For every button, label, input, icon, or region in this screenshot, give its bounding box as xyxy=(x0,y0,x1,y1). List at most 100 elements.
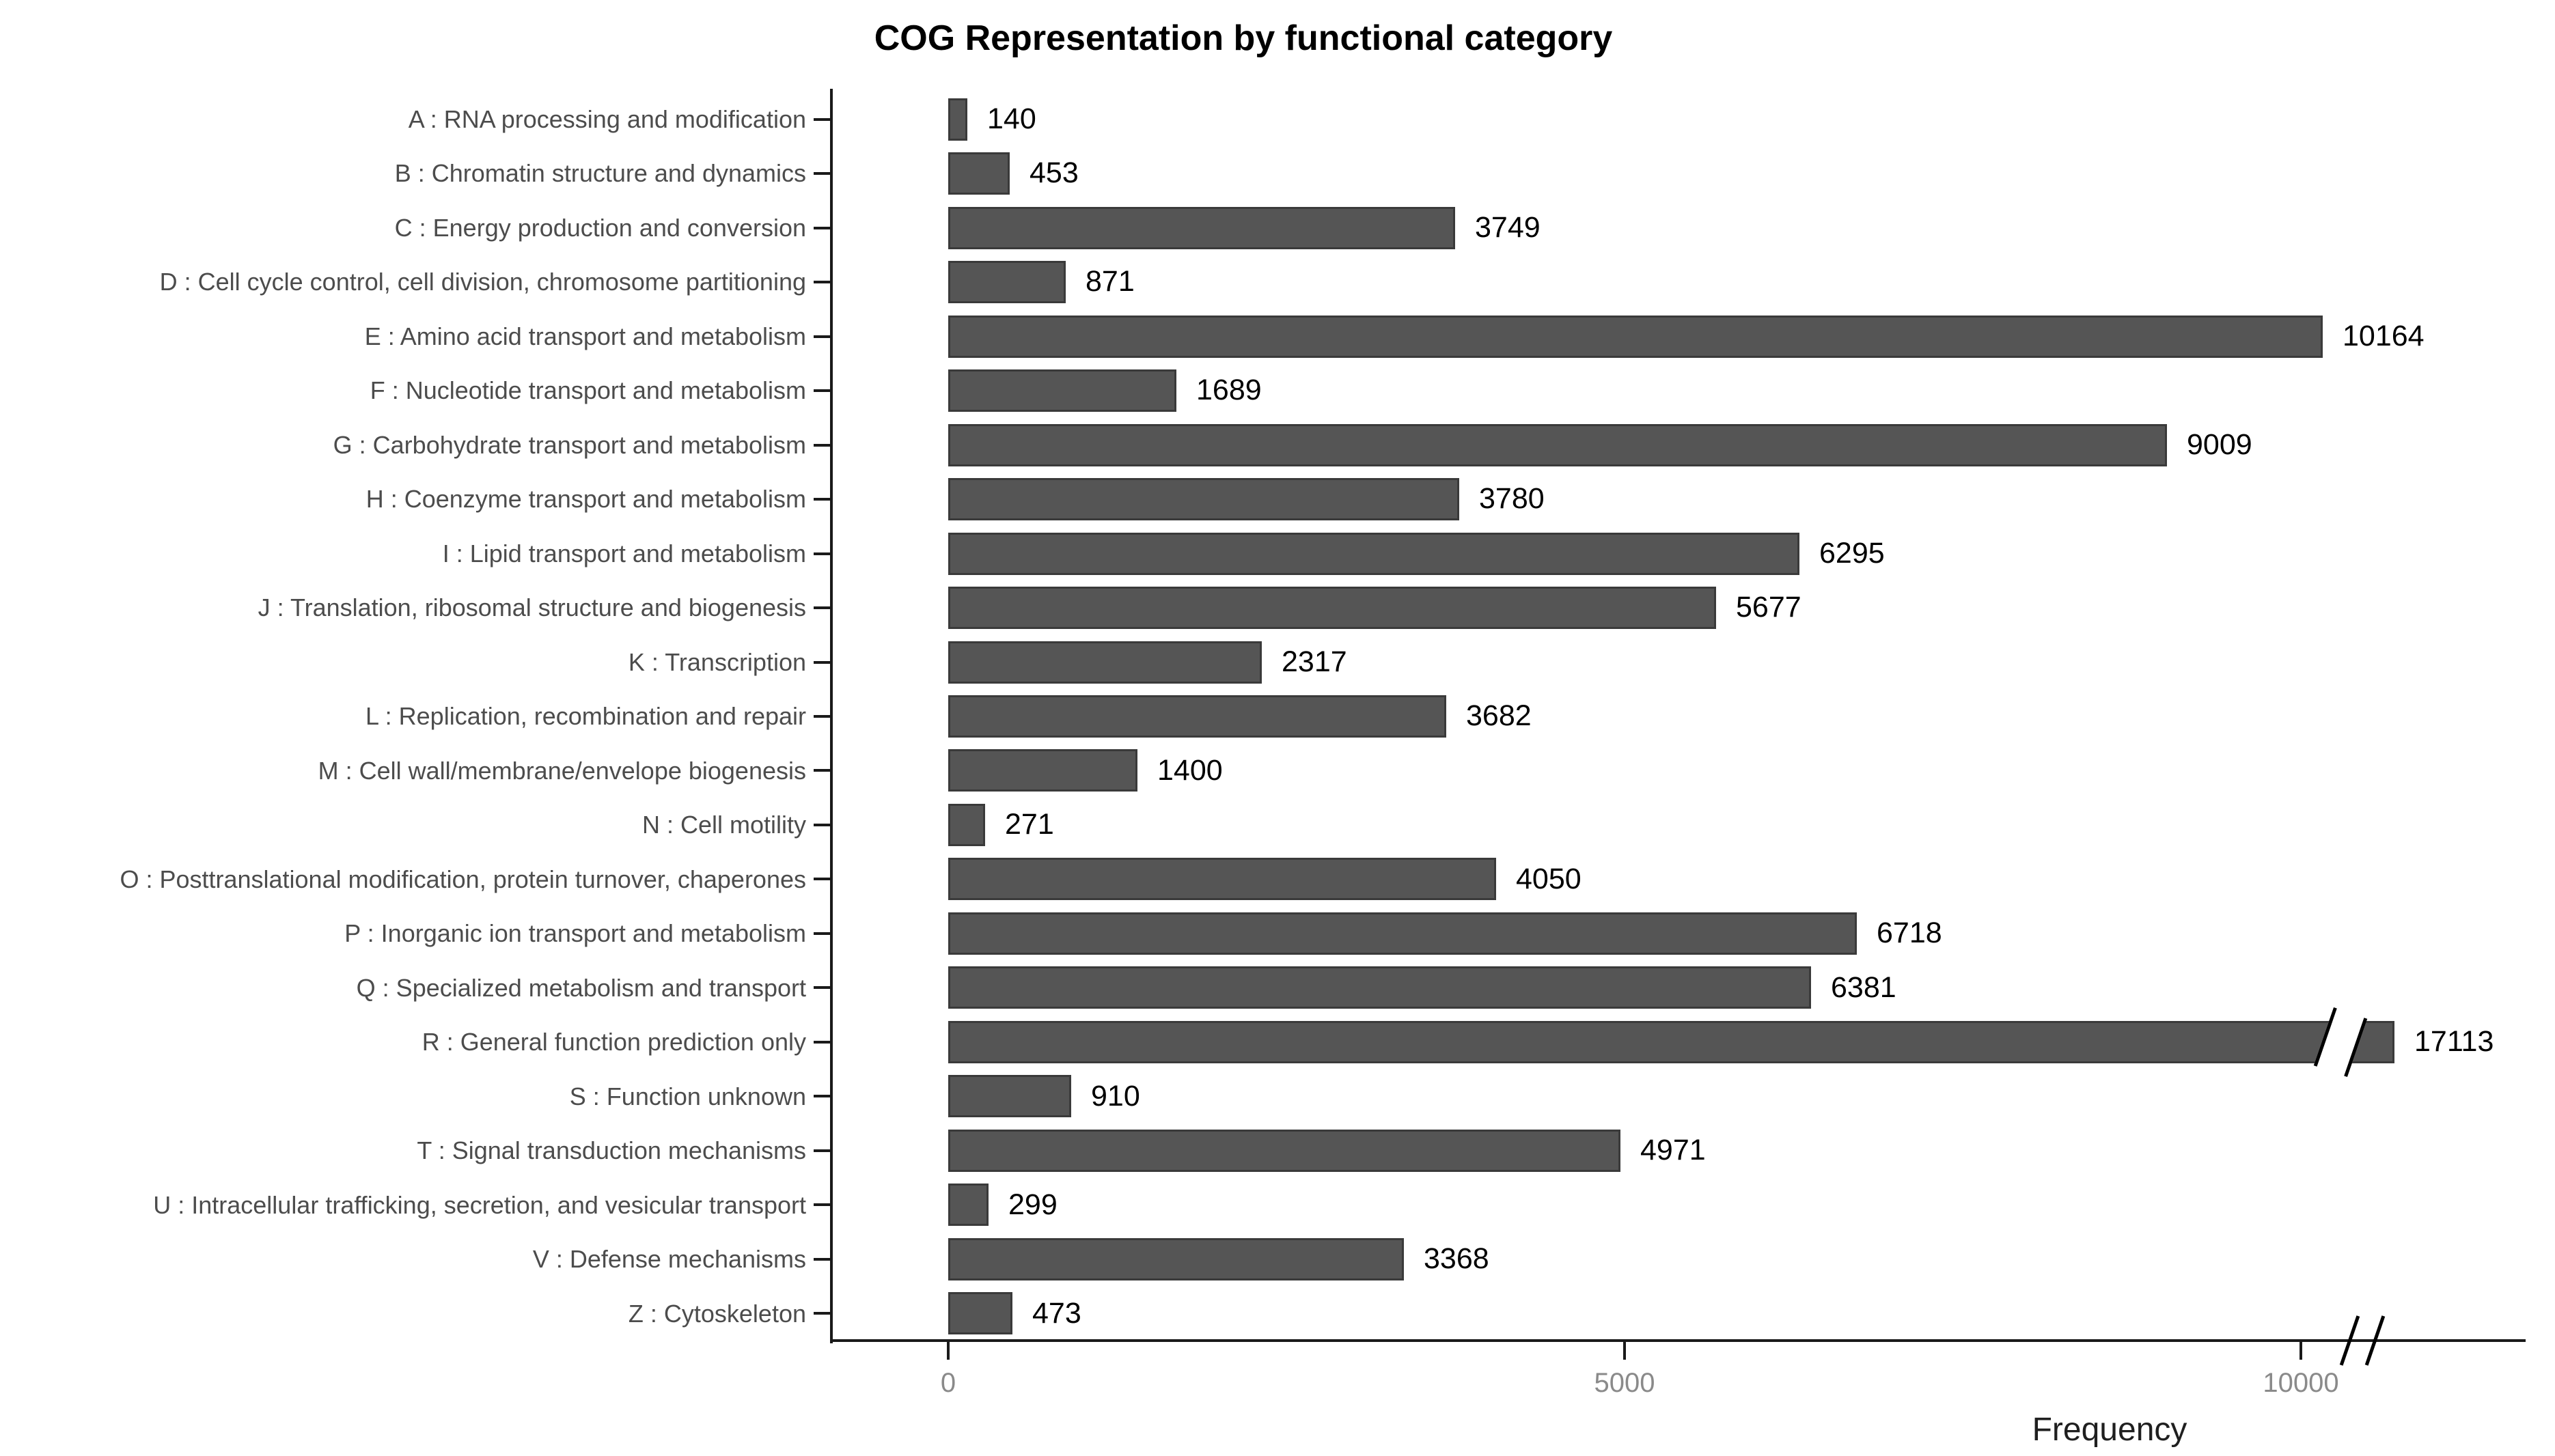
y-tick-mark xyxy=(814,1095,831,1098)
y-tick-mark xyxy=(814,552,831,555)
bar xyxy=(948,1020,2394,1063)
value-label: 17113 xyxy=(2414,1025,2494,1059)
value-label: 140 xyxy=(987,102,1036,135)
bar xyxy=(948,1184,989,1227)
category-label: U : Intracellular trafficking, secretion… xyxy=(153,1190,806,1219)
category-label: H : Coenzyme transport and metabolism xyxy=(365,485,806,514)
value-label: 6718 xyxy=(1877,916,1942,950)
y-tick-mark xyxy=(814,769,831,772)
value-label: 299 xyxy=(1008,1188,1058,1221)
bar xyxy=(948,749,1137,792)
value-label: 271 xyxy=(1005,808,1054,841)
bar xyxy=(948,966,1811,1009)
value-label: 1689 xyxy=(1196,374,1262,407)
category-label: O : Posttranslational modification, prot… xyxy=(120,865,806,893)
category-label: D : Cell cycle control, cell division, c… xyxy=(159,268,806,296)
bar xyxy=(948,369,1176,412)
value-label: 5677 xyxy=(1736,591,1801,624)
bar xyxy=(948,858,1496,901)
value-label: 6295 xyxy=(1819,536,1885,570)
category-label: Q : Specialized metabolism and transport xyxy=(356,973,806,1002)
category-label: N : Cell motility xyxy=(641,811,806,839)
bar xyxy=(948,587,1716,630)
bar xyxy=(948,1075,1071,1118)
bar xyxy=(948,803,985,846)
y-tick-mark xyxy=(814,986,831,990)
y-tick-mark xyxy=(814,932,831,935)
value-label: 6381 xyxy=(1831,970,1896,1004)
value-label: 9009 xyxy=(2187,428,2252,461)
bar xyxy=(948,478,1459,521)
y-axis-line xyxy=(830,89,833,1343)
category-label: M : Cell wall/membrane/envelope biogenes… xyxy=(318,756,806,785)
bar xyxy=(948,98,967,141)
category-label: L : Replication, recombination and repai… xyxy=(365,702,806,731)
y-tick-mark xyxy=(814,715,831,718)
category-label: B : Chromatin structure and dynamics xyxy=(394,159,806,188)
category-label: P : Inorganic ion transport and metaboli… xyxy=(344,919,806,948)
y-tick-mark xyxy=(814,172,831,176)
value-label: 871 xyxy=(1086,265,1135,298)
bar xyxy=(948,152,1010,195)
value-label: 473 xyxy=(1032,1296,1081,1330)
y-tick-mark xyxy=(814,660,831,664)
y-tick-mark xyxy=(814,443,831,447)
bar xyxy=(948,641,1262,684)
value-label: 3368 xyxy=(1424,1242,1489,1276)
y-tick-mark xyxy=(814,1257,831,1261)
bar xyxy=(948,695,1446,738)
x-tick-label: 10000 xyxy=(2263,1368,2339,1398)
value-label: 3780 xyxy=(1479,482,1545,516)
bar xyxy=(948,912,1857,955)
bar xyxy=(948,315,2323,358)
y-tick-mark xyxy=(814,498,831,501)
y-tick-mark xyxy=(814,878,831,881)
value-label: 4050 xyxy=(1516,862,1582,895)
x-axis-label: Frequency xyxy=(2032,1412,2187,1448)
bar-break xyxy=(2313,1007,2368,1077)
category-label: E : Amino acid transport and metabolism xyxy=(364,322,806,350)
category-label: I : Lipid transport and metabolism xyxy=(442,539,806,568)
bar xyxy=(948,532,1799,575)
y-tick-mark xyxy=(814,1040,831,1044)
x-tick-mark xyxy=(2300,1342,2302,1360)
category-label: F : Nucleotide transport and metabolism xyxy=(370,376,806,405)
value-label: 3749 xyxy=(1475,210,1541,244)
category-label: V : Defense mechanisms xyxy=(532,1245,806,1274)
value-label: 453 xyxy=(1030,156,1079,190)
bar xyxy=(948,1237,1404,1280)
y-tick-mark xyxy=(814,281,831,284)
bar xyxy=(948,423,2167,466)
x-tick-mark xyxy=(1623,1342,1626,1360)
value-label: 910 xyxy=(1091,1079,1140,1112)
y-tick-mark xyxy=(814,389,831,393)
value-label: 2317 xyxy=(1282,645,1347,678)
x-axis-line xyxy=(830,1339,2526,1342)
category-label: K : Transcription xyxy=(628,647,806,676)
category-label: J : Translation, ribosomal structure and… xyxy=(258,593,806,622)
y-tick-mark xyxy=(814,226,831,229)
chart-title: COG Representation by functional categor… xyxy=(874,18,1613,58)
category-label: C : Energy production and conversion xyxy=(394,213,806,242)
y-tick-mark xyxy=(814,117,831,121)
y-tick-mark xyxy=(814,1312,831,1315)
category-label: A : RNA processing and modification xyxy=(408,105,806,133)
category-label: R : General function prediction only xyxy=(422,1028,806,1056)
x-tick-label: 5000 xyxy=(1594,1368,1655,1398)
bar xyxy=(948,261,1066,304)
bar xyxy=(948,1129,1620,1172)
y-tick-mark xyxy=(814,335,831,338)
y-tick-mark xyxy=(814,606,831,610)
x-tick-mark xyxy=(947,1342,950,1360)
value-label: 4971 xyxy=(1640,1134,1706,1167)
y-tick-mark xyxy=(814,823,831,826)
category-label: S : Function unknown xyxy=(569,1082,806,1110)
value-label: 1400 xyxy=(1157,753,1223,787)
value-label: 3682 xyxy=(1466,699,1532,733)
value-label: 10164 xyxy=(2343,319,2425,352)
category-label: T : Signal transduction mechanisms xyxy=(417,1136,806,1165)
y-tick-mark xyxy=(814,1149,831,1152)
bar xyxy=(948,206,1455,249)
x-tick-label: 0 xyxy=(940,1368,956,1398)
